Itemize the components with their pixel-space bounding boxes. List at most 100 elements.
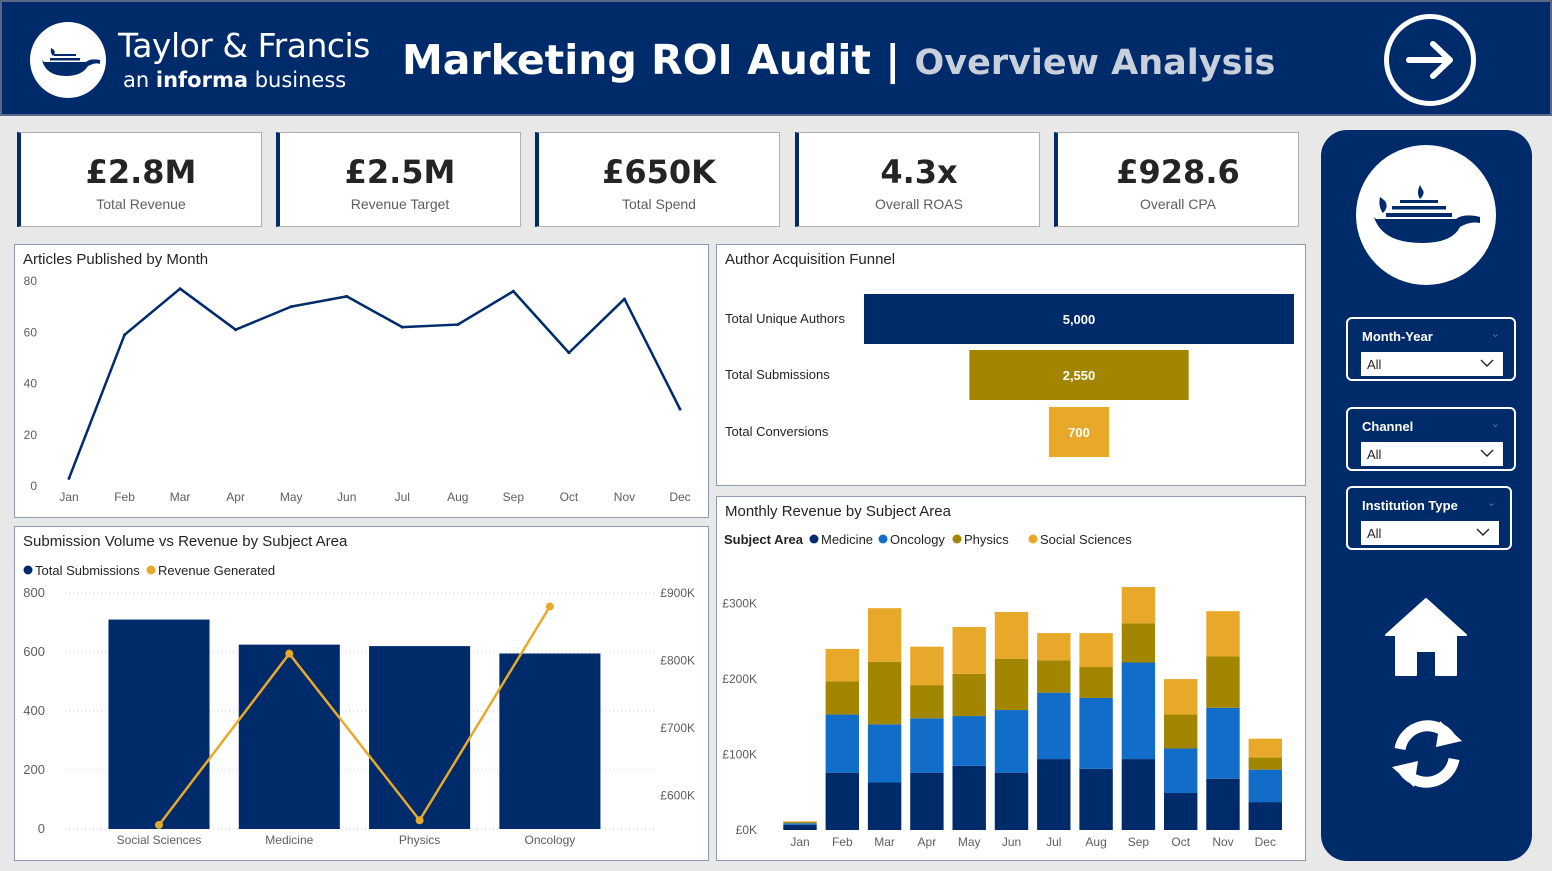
legend-label: Medicine (821, 532, 873, 547)
monthly-revenue-chart[interactable]: Subject Area Medicine Oncology Physics Socia… (716, 496, 1306, 861)
brand-name: Taylor & Francis (118, 26, 370, 65)
y2-tick-label: £600K (660, 788, 695, 802)
stack-segment (1121, 662, 1156, 760)
x-tick-label: Mar (170, 490, 191, 504)
x-tick-label: Oncology (525, 833, 576, 847)
data-point (622, 297, 626, 301)
kpi-label: Total Revenue (96, 196, 186, 212)
bar (108, 619, 210, 829)
home-icon[interactable] (1384, 595, 1468, 679)
x-tick-label: Medicine (265, 833, 313, 847)
data-point (678, 407, 682, 411)
title-separator: | (885, 36, 901, 84)
bar (369, 646, 471, 829)
stack-segment (1037, 633, 1071, 661)
stack-segment (825, 772, 860, 830)
lamp-logo-icon (1356, 145, 1496, 285)
x-tick-label: Apr (226, 490, 245, 504)
channel-dropdown[interactable]: All (1361, 442, 1503, 466)
chevron-down-icon[interactable]: ⌄ (1490, 418, 1500, 430)
y-tick-label: 20 (24, 428, 38, 442)
kpi-card-total-spend: £650K Total Spend (535, 132, 780, 227)
y-tick-label: £200K (722, 672, 757, 686)
slicer-value: All (1367, 357, 1382, 372)
x-tick-label: Dec (669, 490, 690, 504)
stack-segment (1037, 759, 1071, 830)
kpi-value: £928.6 (1116, 153, 1240, 191)
stack-segment (910, 718, 944, 773)
stack-segment (994, 710, 1029, 773)
stack-segment (1206, 656, 1240, 708)
sidebar: Month-Year ⌄ All Channel ⌄ All Instituti… (1321, 130, 1532, 861)
y2-tick-label: £700K (660, 721, 695, 735)
stack-segment (783, 821, 817, 823)
data-point (400, 325, 404, 329)
data-point (456, 323, 460, 327)
author-funnel-chart[interactable]: Total Unique Authors 5,000 Total Submissio… (716, 244, 1306, 486)
funnel-value-label: 5,000 (1063, 312, 1096, 327)
stack-segment (1248, 769, 1283, 803)
stack-segment (1037, 660, 1071, 693)
stack-segment (1248, 757, 1283, 770)
stack-segment (1206, 707, 1240, 779)
slicer-label: Institution Type (1362, 498, 1458, 513)
stack-segment (910, 772, 944, 830)
data-point (67, 476, 71, 480)
x-tick-label: Sep (1128, 835, 1150, 849)
chart-title: Submission Volume vs Revenue by Subject … (23, 533, 348, 550)
x-tick-label: Apr (918, 835, 937, 849)
legend-marker (146, 565, 156, 575)
funnel-value-label: 700 (1068, 425, 1090, 440)
chart-title: Author Acquisition Funnel (725, 251, 896, 268)
stack-segment (867, 782, 902, 830)
revenue-line (158, 605, 551, 826)
stack-segment (1079, 768, 1113, 830)
funnel-stage-label: Total Unique Authors (725, 311, 845, 326)
stack-segment (1037, 692, 1071, 760)
legend-marker (878, 534, 888, 544)
legend-label: Total Submissions (35, 563, 140, 578)
kpi-card-overall-roas: 4.3x Overall ROAS (795, 132, 1040, 227)
y-tick-label: 600 (23, 644, 45, 659)
x-tick-label: Feb (114, 490, 135, 504)
x-tick-label: Aug (447, 490, 468, 504)
x-tick-label: Nov (614, 490, 635, 504)
x-tick-label: Aug (1085, 835, 1106, 849)
bar (238, 644, 340, 829)
funnel-bar (864, 294, 1294, 344)
x-tick-label: Sep (503, 490, 525, 504)
institution-type-dropdown[interactable]: All (1361, 521, 1499, 545)
kpi-value: £2.5M (344, 153, 456, 191)
refresh-icon[interactable] (1388, 715, 1466, 793)
month-year-dropdown[interactable]: All (1361, 352, 1503, 376)
revenue-point (545, 602, 554, 611)
articles-published-chart[interactable]: 0 20 40 60 80 Jan Feb Mar Apr May Jun Jul Aug Sep Oct N… (14, 244, 709, 518)
stack-segment (1079, 697, 1113, 769)
x-tick-label: Mar (874, 835, 895, 849)
x-tick-label: Oct (1171, 835, 1190, 849)
y-tick-label: £300K (722, 597, 757, 611)
stack-segment (1248, 738, 1283, 758)
arrow-right-circle-icon[interactable] (1384, 14, 1476, 106)
report-subtitle: Overview Analysis (914, 43, 1276, 83)
chevron-down-icon[interactable]: ⌄ (1486, 497, 1496, 509)
revenue-point (285, 649, 294, 658)
stack-segment (910, 646, 944, 686)
x-tick-label: Jul (395, 490, 410, 504)
data-point (123, 333, 127, 337)
slicer-institution-type: Institution Type ⌄ All (1346, 486, 1512, 550)
stack-segment (994, 658, 1029, 711)
stack-segment (952, 716, 986, 766)
y-tick-label: 200 (23, 762, 45, 777)
kpi-label: Overall CPA (1140, 196, 1216, 212)
taylor-francis-lamp-logo (30, 22, 106, 98)
monthly-chart-svg: Subject Area Medicine Oncology Physics Socia… (722, 532, 1283, 849)
chevron-down-icon[interactable]: ⌄ (1490, 328, 1500, 340)
submission-vs-revenue-chart[interactable]: Total Submissions Revenue Generated 0 200 40… (14, 526, 709, 861)
legend-title: Subject Area (724, 532, 804, 547)
stack-segment (910, 685, 944, 719)
y-tick-label: 800 (23, 585, 45, 600)
stack-segment (1163, 748, 1198, 794)
funnel-stage-label: Total Conversions (725, 424, 829, 439)
legend-marker (23, 565, 33, 575)
